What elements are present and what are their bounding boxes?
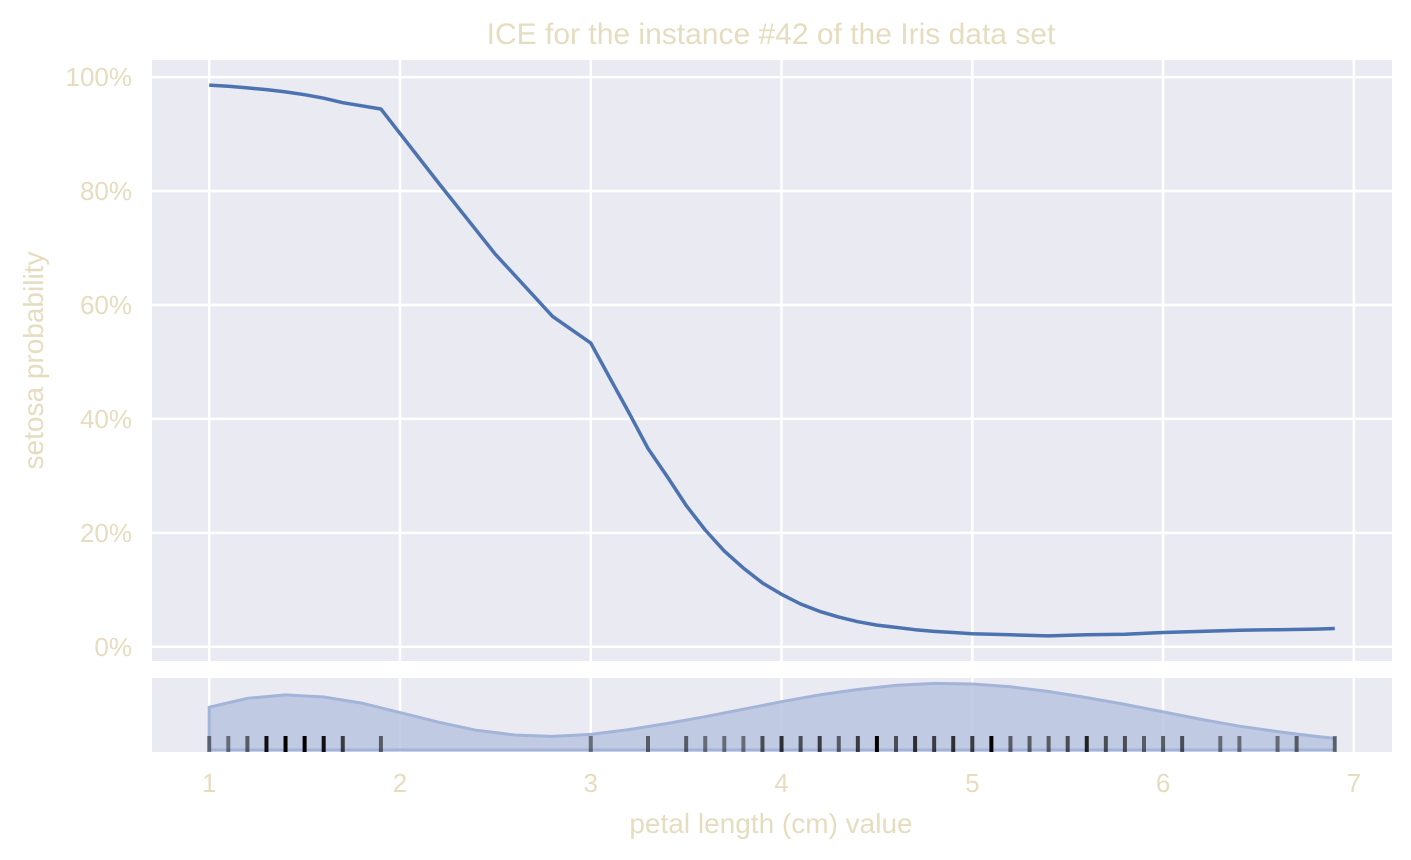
x-tick-label: 5: [965, 768, 979, 798]
x-tick-label: 6: [1156, 768, 1170, 798]
y-tick-label: 40%: [80, 404, 132, 434]
main-gridlines: [152, 60, 1392, 661]
y-tick-label: 0%: [94, 632, 132, 662]
x-tick-label: 3: [584, 768, 598, 798]
y-tick-label: 20%: [80, 518, 132, 548]
y-tick-label: 80%: [80, 176, 132, 206]
ice-line: [209, 83, 1335, 638]
chart-title: ICE for the instance #42 of the Iris dat…: [487, 18, 1056, 51]
main-plot-area: [152, 60, 1392, 661]
x-tick-label: 2: [393, 768, 407, 798]
x-tick-label: 1: [202, 768, 216, 798]
density-curve: [207, 681, 1337, 752]
x-tick-labels: 1 2 3 4 5 6 7: [202, 768, 1361, 798]
rug-marks: [207, 736, 1337, 752]
x-axis-label: petal length (cm) value: [629, 808, 912, 839]
y-tick-label: 100%: [66, 62, 133, 92]
y-tick-labels: 0% 20% 40% 60% 80% 100%: [66, 62, 133, 662]
x-tick-label: 7: [1347, 768, 1361, 798]
y-tick-label: 60%: [80, 290, 132, 320]
x-tick-label: 4: [774, 768, 788, 798]
y-axis-label: setosa probability: [18, 252, 49, 470]
